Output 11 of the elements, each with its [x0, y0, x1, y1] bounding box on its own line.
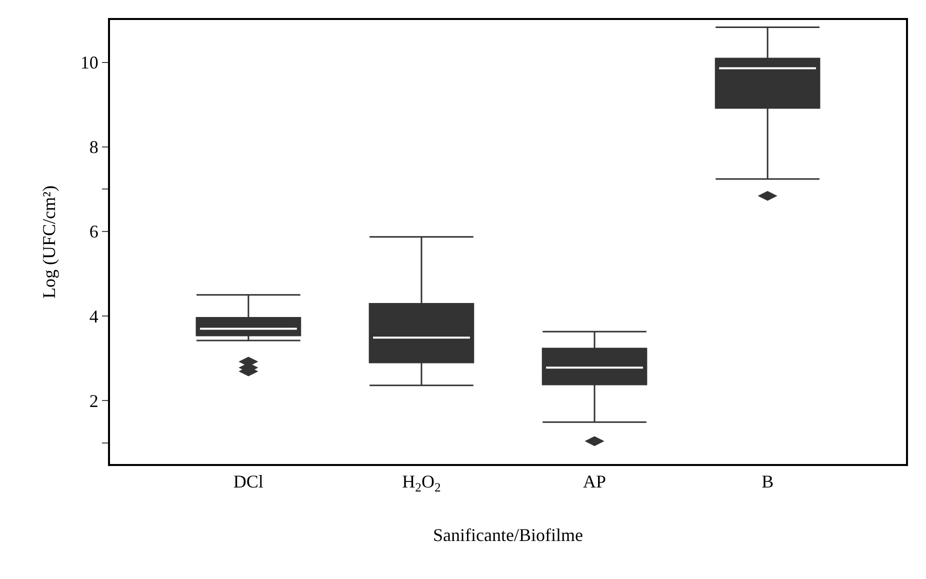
y-tick-label: 10 [80, 52, 98, 73]
x-tick-label: DCl [233, 472, 264, 492]
y-tick-label: 8 [89, 137, 98, 158]
x-tick-label: H$_{2}$O$_{2}$ [402, 472, 441, 494]
y-axis-title: Log (UFC/cm²) [39, 186, 60, 298]
x-tick-label: B [762, 472, 774, 492]
x-axis-title: Sanificante/Biofilme [433, 524, 583, 545]
x-tick-label: AP [583, 472, 606, 492]
y-tick-label: 2 [89, 390, 98, 411]
y-tick-label: 4 [89, 306, 98, 326]
y-tick-label: 6 [89, 222, 98, 242]
